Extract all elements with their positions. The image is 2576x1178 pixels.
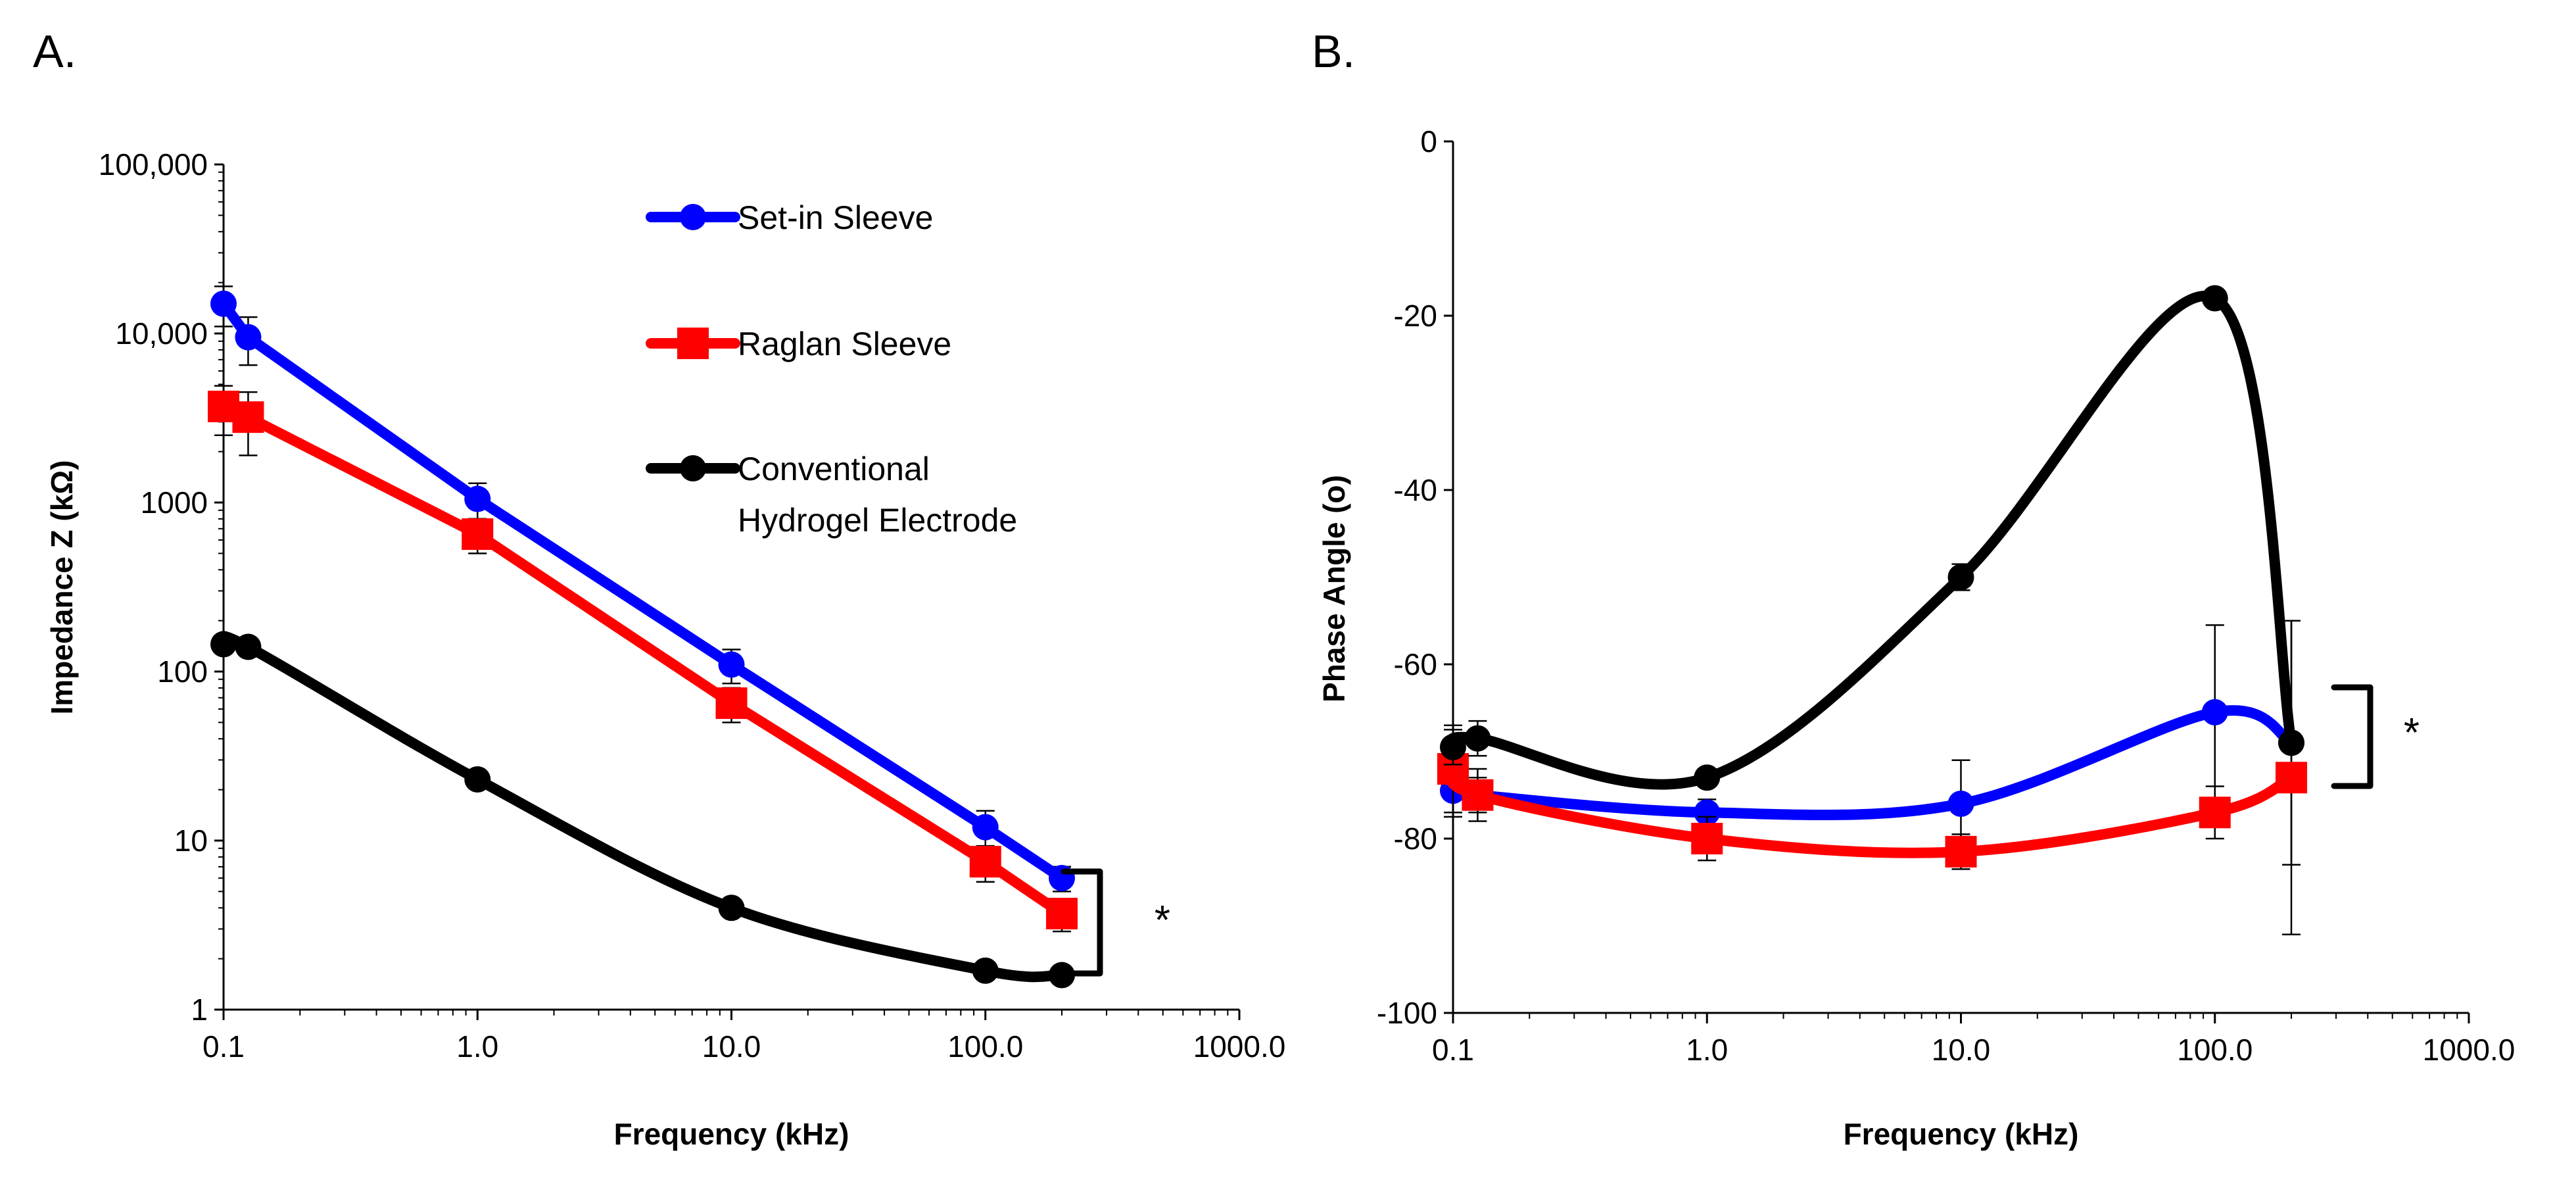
data-point-circle [972, 814, 999, 841]
data-point-square [232, 401, 264, 433]
y-tick-label: -100 [1377, 996, 1437, 1030]
series-line [1446, 291, 2297, 790]
panel-b-letter: B. [1312, 26, 1356, 77]
y-tick-label: -80 [1394, 822, 1437, 856]
legend-marker-circle [680, 455, 706, 481]
data-point-circle [1694, 799, 1721, 826]
x-tick-label: 1000.0 [1193, 1029, 1286, 1064]
data-point-circle [464, 766, 491, 793]
chart-a: 1 10 100 1000 10,000 100,000 0.1 1.0 10.0 100.0 10… [45, 147, 1285, 1151]
data-point-circle [1464, 725, 1491, 752]
significance-bracket [2331, 684, 2373, 789]
data-point-circle [210, 290, 237, 317]
significance-star: * [1155, 898, 1170, 943]
y-tick-label: -20 [1394, 299, 1437, 333]
x-tick-label: 0.1 [1432, 1033, 1474, 1067]
data-point-circle [2278, 729, 2305, 756]
legend-label: Set-in Sleeve [738, 199, 933, 236]
y-tick-label: 100 [157, 654, 208, 689]
x-tick-label: 10.0 [702, 1029, 761, 1064]
x-tick-label: 1.0 [1686, 1033, 1728, 1067]
data-point-circle [1947, 564, 1974, 591]
data-point-circle [718, 651, 745, 678]
x-tick-label: 100.0 [947, 1029, 1023, 1064]
legend-label: Conventional [738, 451, 930, 487]
data-point-circle [235, 324, 262, 351]
x-tick-label: 1.0 [456, 1029, 498, 1064]
legend-label: Raglan Sleeve [738, 326, 951, 362]
legend-entry [646, 204, 740, 230]
y-tick-label: -60 [1394, 647, 1437, 681]
data-point-circle [2201, 285, 2228, 312]
data-point-circle [2201, 699, 2228, 725]
legend-entry [646, 328, 740, 359]
data-point-square [1691, 823, 1723, 854]
x-tick-label: 10.0 [1932, 1033, 1991, 1067]
legend-marker-circle [680, 204, 706, 230]
x-tick-label: 100.0 [2177, 1033, 2253, 1067]
data-point-square [462, 518, 494, 551]
y-axis-title: Impedance Z (kΩ) [45, 460, 79, 714]
data-point-circle [1694, 764, 1721, 791]
chart-b: -100 -80 -60 -40 -20 0 0.1 1.0 10.0 100.0 1000.0 Fr… [1317, 124, 2515, 1151]
y-tick-label: 1000 [141, 485, 208, 520]
series-1 [208, 385, 1078, 933]
x-axis-title: Frequency (kHz) [614, 1117, 849, 1151]
series-0 [210, 285, 1076, 893]
series-line [218, 401, 1067, 919]
series-line [1445, 705, 2297, 821]
series-line [218, 298, 1067, 883]
series-2 [210, 631, 1076, 989]
data-point-square [1945, 835, 1977, 868]
y-tick-label: 0 [1420, 124, 1437, 159]
x-axis-title: Frequency (kHz) [1844, 1117, 2079, 1151]
significance-star: * [2404, 710, 2420, 756]
data-point-square [1046, 897, 1078, 929]
y-tick-label: -40 [1394, 473, 1437, 507]
y-axis-title: Phase Angle (o) [1317, 475, 1351, 702]
data-point-square [2199, 797, 2231, 829]
y-tick-label: 100,000 [99, 147, 208, 182]
data-point-circle [1947, 791, 1974, 817]
series-line [216, 631, 1067, 983]
x-tick-label: 0.1 [203, 1029, 245, 1064]
data-point-circle [464, 485, 491, 512]
series-2 [1440, 285, 2305, 791]
significance-bracket [1061, 868, 1103, 977]
panel-a-letter: A. [33, 26, 77, 77]
data-point-square [715, 687, 748, 720]
data-point-circle [235, 633, 262, 660]
y-tick-label: 1 [191, 993, 208, 1027]
series-1 [1437, 620, 2308, 935]
data-point-square [969, 846, 1001, 878]
data-point-circle [718, 895, 745, 921]
data-point-square [2276, 762, 2308, 794]
legend-entry [646, 455, 740, 481]
y-tick-label: 10 [174, 823, 208, 858]
data-point-circle [210, 631, 237, 658]
legend-marker-square [677, 328, 709, 359]
data-point-circle [972, 957, 999, 984]
data-point-square [1462, 779, 1494, 811]
legend-label: Hydrogel Electrode [738, 502, 1017, 539]
y-tick-label: 10,000 [115, 316, 208, 351]
data-point-circle [1440, 733, 1466, 760]
x-tick-label: 1000.0 [2423, 1033, 2516, 1067]
